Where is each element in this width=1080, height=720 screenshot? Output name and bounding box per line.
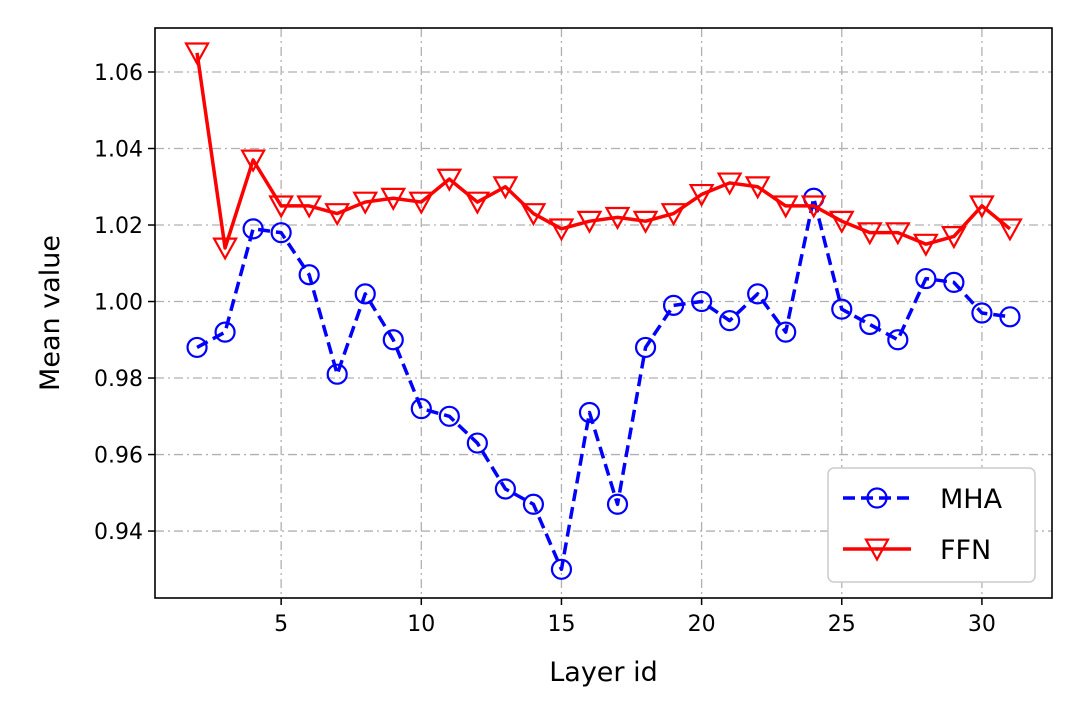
legend-item-mha: MHA (843, 484, 1003, 515)
data-point (688, 183, 715, 208)
data-point (632, 210, 659, 234)
data-point (662, 294, 685, 316)
data-point (634, 336, 657, 359)
data-point (324, 203, 351, 227)
data-point (352, 191, 379, 215)
data-point (856, 222, 883, 246)
data-point (296, 195, 323, 219)
data-point (214, 321, 236, 343)
data-point (576, 210, 603, 234)
legend: MHA FFN (827, 467, 1036, 583)
data-point (492, 176, 519, 200)
data-point (494, 478, 516, 500)
y-axis-title: Mean value (35, 235, 66, 391)
data-point (186, 336, 208, 359)
data-point (997, 218, 1023, 242)
data-point (326, 363, 348, 385)
y-tick-label: 0.94 (94, 520, 143, 545)
legend-marker (866, 487, 888, 509)
data-point (298, 264, 320, 286)
data-point (912, 233, 939, 257)
legend-box (827, 467, 1036, 583)
data-point (408, 191, 435, 215)
data-point (466, 432, 488, 454)
data-point (604, 206, 631, 231)
data-point (436, 168, 463, 192)
legend-marker (864, 538, 890, 562)
data-point (775, 321, 797, 343)
x-tick-label: 10 (407, 612, 435, 637)
plot-frame (154, 27, 1053, 599)
data-point (660, 203, 687, 227)
data-point (943, 271, 965, 293)
data-point (859, 313, 881, 336)
data-point (382, 329, 404, 351)
data-point (212, 237, 238, 261)
data-point (884, 222, 911, 246)
y-tick-label: 1.06 (94, 61, 143, 86)
legend-label: FFN (940, 535, 991, 566)
data-point (800, 195, 827, 219)
data-point (548, 218, 575, 242)
axis-ticks: 5 10 15 20 25 30 0.94 0.96 0.98 1.00 1.02 1.04 1.06 (94, 61, 996, 637)
data-point (828, 210, 855, 234)
data-point (270, 222, 292, 244)
data-point (410, 398, 432, 420)
data-point (242, 218, 264, 240)
data-point (354, 283, 376, 305)
data-point (941, 226, 967, 250)
data-point (520, 203, 547, 227)
y-tick-label: 0.96 (94, 444, 143, 469)
x-tick-label: 30 (968, 612, 996, 637)
data-point (578, 401, 601, 424)
y-tick-label: 0.98 (94, 367, 143, 392)
x-tick-label: 20 (688, 612, 716, 637)
legend-label: MHA (940, 484, 1003, 515)
series (184, 42, 1023, 580)
x-tick-label: 25 (828, 612, 856, 637)
data-point (744, 176, 771, 200)
series-line (196, 196, 1011, 572)
data-point (268, 195, 295, 219)
data-point (464, 191, 491, 215)
x-axis-title: Layer id (549, 657, 658, 688)
data-point (887, 329, 909, 351)
data-point (999, 306, 1021, 328)
x-tick-label: 5 (274, 612, 288, 637)
data-point (969, 195, 995, 219)
series-ffn (184, 42, 1023, 261)
y-tick-label: 1.00 (94, 291, 143, 316)
data-point (184, 42, 210, 66)
data-point (831, 298, 853, 320)
data-point (522, 493, 545, 515)
series-mha (186, 187, 1021, 580)
data-point (716, 172, 743, 196)
data-point (971, 302, 993, 324)
legend-item-ffn: FFN (843, 535, 991, 566)
data-point (772, 195, 799, 219)
data-point (438, 405, 460, 427)
data-point (606, 493, 629, 515)
y-tick-label: 1.02 (94, 214, 143, 239)
data-point (240, 149, 266, 173)
x-tick-label: 15 (547, 612, 575, 637)
data-point (380, 187, 407, 211)
y-tick-label: 1.04 (94, 138, 143, 163)
data-point (719, 310, 741, 332)
data-point (550, 558, 573, 580)
data-point (747, 283, 769, 305)
data-point (691, 290, 713, 313)
data-point (915, 267, 937, 290)
